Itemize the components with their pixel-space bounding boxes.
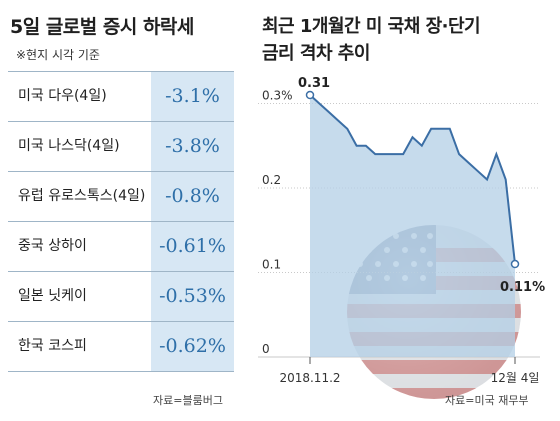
data-point-start: [305, 90, 315, 100]
y-axis-labels: 0 0.1 0.2 0.3%: [262, 88, 293, 356]
index-name: 한국 코스피: [18, 338, 87, 354]
table-row: 일본 닛케이 -0.53%: [8, 271, 234, 321]
index-panel-title: 5일 글로벌 증시 하락세: [10, 16, 194, 38]
value-cell-bg: [151, 122, 234, 171]
chart-source: 자료=미국 재무부: [445, 394, 529, 407]
index-name: 미국 다우(4일): [18, 88, 107, 104]
y-tick-label: 0.3%: [262, 88, 293, 102]
x-tick-label: 12월 4일: [491, 371, 540, 385]
chart-title: 최근 1개월간 미 국채 장·단기 금리 격차 추이: [262, 13, 481, 67]
x-axis-labels: 2018.11.2 12월 4일: [279, 371, 539, 385]
y-tick-label: 0.1: [262, 257, 281, 271]
x-tick-label: 2018.11.2: [279, 371, 340, 385]
y-tick-label: 0: [262, 342, 270, 356]
chart-title-line-1: 최근 1개월간 미 국채 장·단기: [262, 16, 481, 37]
index-change: -0.8%: [165, 185, 220, 207]
annotation-end-value: 0.11%: [500, 280, 545, 295]
index-panel-subtitle: ※현지 시각 기준: [16, 48, 100, 62]
index-change: -0.61%: [159, 235, 226, 257]
table-row: 한국 코스피 -0.62%: [8, 321, 234, 372]
index-name: 중국 상하이: [18, 238, 87, 254]
index-name: 유럽 유로스톡스(4일): [18, 188, 146, 204]
index-panel: 5일 글로벌 증시 하락세 ※현지 시각 기준 미국 다우(4일) -3.1% …: [0, 0, 243, 421]
index-change: -0.53%: [159, 285, 226, 307]
series-line: [309, 94, 516, 265]
value-cell-bg: [151, 322, 234, 371]
index-name: 일본 닛케이: [18, 288, 87, 304]
table-row: 유럽 유로스톡스(4일) -0.8%: [8, 171, 234, 221]
data-point-end: [510, 259, 520, 269]
index-change: -3.8%: [165, 135, 220, 157]
index-name: 미국 나스닥(4일): [18, 138, 120, 154]
chart-annotations: 0.31 0.11%: [298, 76, 545, 295]
index-change: -3.1%: [165, 85, 220, 107]
index-table: 미국 다우(4일) -3.1% 미국 나스닥(4일) -3.8% 유럽 유로스톡…: [8, 71, 234, 372]
annotation-start-value: 0.31: [298, 76, 330, 91]
value-cell-bg: [151, 172, 234, 221]
index-change: -0.62%: [159, 335, 226, 357]
y-tick-label: 0.2: [262, 173, 281, 187]
value-cell-bg: [151, 272, 234, 321]
table-row: 중국 상하이 -0.61%: [8, 221, 234, 271]
table-row: 미국 다우(4일) -3.1%: [8, 71, 234, 121]
value-cell-bg: [151, 72, 234, 121]
index-source: 자료=블룸버그: [153, 394, 223, 407]
chart-area-layer: [305, 90, 520, 357]
series-area: [310, 95, 515, 357]
chart-title-line-2: 금리 격차 추이: [262, 43, 370, 64]
value-cell-bg: [151, 222, 234, 271]
table-row: 미국 나스닥(4일) -3.8%: [8, 121, 234, 171]
